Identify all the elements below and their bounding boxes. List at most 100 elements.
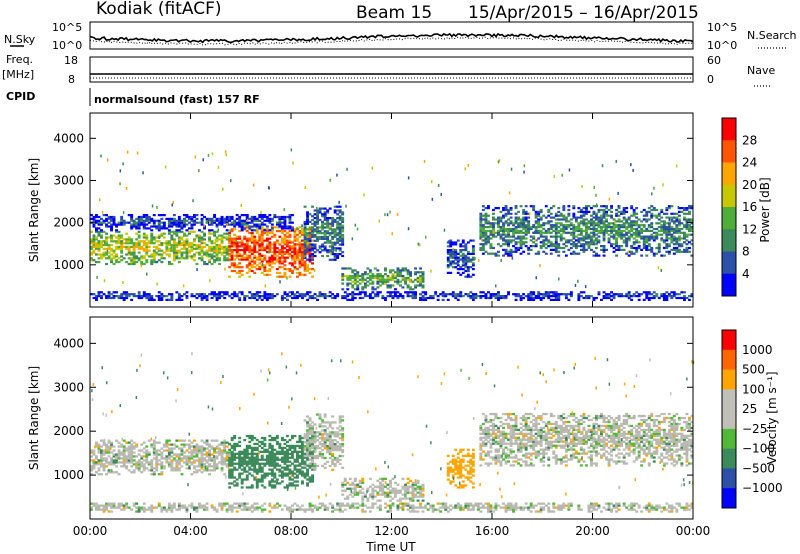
data-cell — [188, 439, 191, 442]
data-cell — [650, 237, 654, 240]
data-cell — [677, 239, 681, 242]
data-cell — [595, 239, 598, 242]
data-cell — [509, 248, 513, 251]
data-cell — [288, 295, 292, 298]
data-cell — [97, 443, 101, 446]
data-cell — [280, 295, 284, 298]
data-cell — [105, 459, 109, 462]
data-cell — [303, 449, 307, 452]
data-cell — [127, 447, 131, 450]
data-cell — [381, 276, 385, 279]
scatter-point — [356, 227, 359, 231]
data-cell — [175, 245, 179, 248]
data-cell — [286, 472, 289, 475]
data-cell — [321, 207, 325, 210]
data-cell — [250, 231, 254, 235]
data-cell — [280, 252, 284, 255]
data-cell — [617, 218, 621, 221]
data-cell — [97, 295, 101, 298]
data-cell — [514, 222, 518, 225]
data-cell — [371, 286, 375, 289]
data-cell — [142, 214, 146, 217]
data-cell — [552, 205, 556, 208]
data-cell — [595, 227, 598, 231]
data-cell — [250, 434, 254, 438]
data-cell — [193, 230, 196, 233]
data-cell — [466, 275, 470, 278]
data-cell — [489, 243, 493, 246]
data-cell — [554, 245, 558, 248]
data-cell — [645, 291, 649, 294]
data-cell — [240, 472, 244, 475]
data-cell — [213, 214, 217, 217]
data-cell — [564, 293, 568, 296]
data-cell — [519, 246, 523, 250]
data-cell — [542, 296, 546, 300]
data-cell — [341, 241, 345, 244]
data-cell — [301, 480, 304, 483]
data-cell — [250, 247, 254, 250]
data-cell — [268, 249, 272, 252]
data-cell — [517, 224, 521, 227]
data-cell — [286, 456, 289, 459]
data-cell — [672, 216, 676, 219]
data-cell — [238, 450, 242, 453]
data-cell — [268, 295, 272, 298]
data-cell — [479, 295, 483, 298]
data-cell — [213, 465, 217, 468]
data-cell — [92, 467, 96, 470]
data-cell — [579, 222, 583, 225]
data-cell — [657, 226, 661, 229]
data-cell — [100, 449, 103, 452]
data-cell — [298, 434, 302, 438]
data-cell — [303, 262, 307, 265]
data-cell — [225, 459, 229, 462]
data-cell — [301, 446, 304, 450]
data-cell — [167, 249, 171, 252]
data-cell — [590, 239, 593, 242]
data-cell — [95, 296, 98, 300]
data-cell — [635, 295, 639, 298]
data-cell — [308, 252, 312, 255]
data-cell — [205, 451, 209, 454]
data-cell — [406, 284, 410, 287]
data-cell — [416, 271, 420, 274]
data-cell — [637, 224, 641, 227]
data-cell — [220, 461, 224, 464]
data-cell — [213, 245, 217, 248]
data-cell — [348, 298, 352, 301]
data-cell — [140, 219, 144, 222]
data-cell — [110, 293, 114, 296]
data-cell — [677, 296, 681, 300]
data-cell — [268, 450, 272, 453]
data-cell — [683, 237, 686, 240]
scatter-point — [126, 150, 129, 154]
data-cell — [286, 295, 289, 298]
data-cell — [326, 237, 330, 240]
data-cell — [263, 438, 267, 442]
data-cell — [162, 457, 166, 460]
data-cell — [177, 469, 181, 472]
data-cell — [223, 257, 227, 260]
data-cell — [660, 227, 664, 231]
data-cell — [253, 458, 257, 461]
data-cell — [160, 293, 164, 296]
colorbar-tick-label: 16 — [742, 200, 757, 214]
data-cell — [248, 269, 252, 273]
data-cell — [210, 459, 214, 462]
data-cell — [454, 254, 458, 257]
data-cell — [255, 250, 259, 254]
data-cell — [190, 445, 194, 448]
data-cell — [683, 241, 686, 244]
data-cell — [346, 267, 350, 270]
data-cell — [577, 227, 581, 231]
data-cell — [175, 453, 179, 456]
data-cell — [155, 455, 159, 458]
data-cell — [683, 231, 686, 234]
data-cell — [389, 269, 392, 272]
data-cell — [220, 251, 224, 254]
data-cell — [115, 471, 119, 474]
data-cell — [492, 212, 495, 215]
data-cell — [117, 457, 121, 460]
data-cell — [235, 223, 239, 226]
